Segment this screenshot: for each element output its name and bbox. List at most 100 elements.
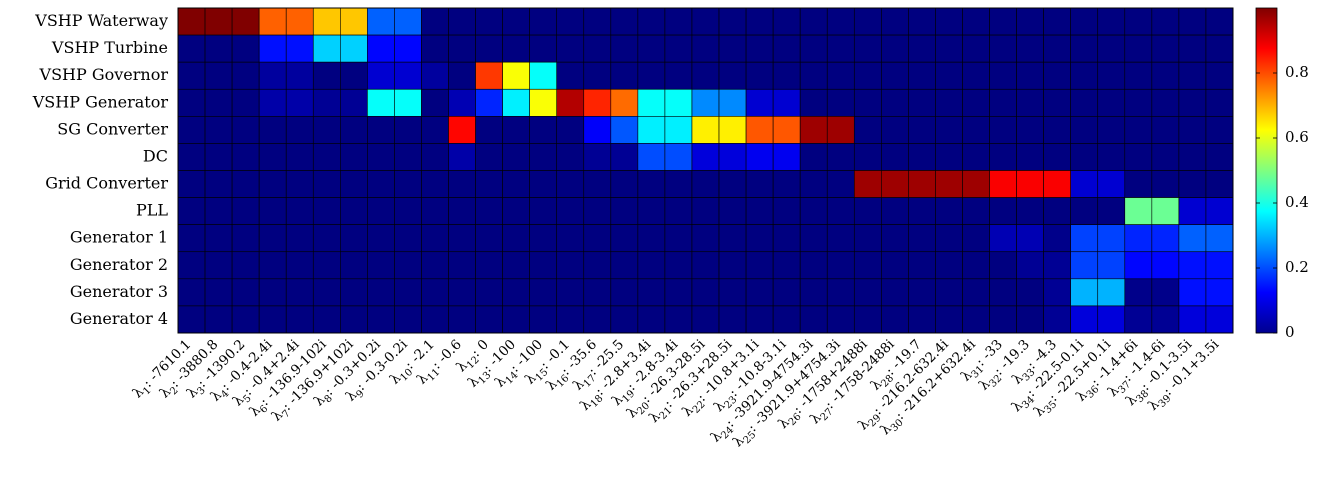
heatmap-cell [529, 88, 558, 117]
heatmap-cell [1016, 224, 1044, 253]
heatmap-cell [340, 251, 368, 280]
heatmap-cell [1124, 61, 1153, 90]
heatmap-cell [718, 278, 747, 307]
heatmap-cell [529, 224, 558, 253]
heatmap-cell [177, 278, 206, 307]
heatmap-cell [772, 278, 801, 307]
heatmap-cell [394, 251, 422, 280]
heatmap-cell [881, 34, 909, 63]
heatmap-cell [610, 61, 639, 90]
heatmap-cell [1016, 305, 1044, 334]
heatmap-cell [718, 88, 747, 117]
heatmap-cell [1151, 197, 1180, 225]
heatmap-cell [1124, 305, 1153, 334]
heatmap-cell [691, 251, 720, 280]
heatmap-cell [1151, 88, 1180, 117]
plot-frame [177, 7, 1234, 334]
heatmap-cell [1070, 88, 1099, 117]
heatmap-cell [1151, 170, 1180, 198]
colorbar-tick-label: 0.2 [1285, 258, 1309, 276]
heatmap-cell [881, 61, 909, 90]
heatmap-cell [556, 251, 585, 280]
heatmap-cell [448, 305, 476, 334]
heatmap-cell [475, 34, 503, 63]
heatmap-cell [1151, 7, 1180, 36]
heatmap-cell [502, 34, 530, 63]
heatmap-cell [231, 116, 260, 144]
heatmap-cell [908, 170, 936, 198]
heatmap-cell [745, 197, 774, 225]
heatmap-cell [745, 224, 774, 253]
colorbar-ticks: 0 0.2 0.4 0.6 0.8 [1256, 63, 1309, 341]
heatmap-cell [772, 197, 801, 225]
heatmap-cell [935, 224, 963, 253]
heatmap-cell [610, 143, 639, 171]
heatmap-cell [637, 251, 666, 280]
heatmap-cell [1205, 170, 1234, 198]
heatmap-cell [367, 305, 395, 334]
heatmap-cell [583, 61, 612, 90]
heatmap-cell [1178, 143, 1207, 171]
heatmap-cell [1070, 61, 1099, 90]
heatmap-cell [340, 7, 368, 36]
heatmap-cell [745, 88, 774, 117]
heatmap-cell [1151, 143, 1180, 171]
heatmap-cell [1205, 197, 1234, 225]
heatmap-cell [177, 61, 206, 90]
heatmap-cell [177, 170, 206, 198]
heatmap-cell [285, 143, 314, 171]
heatmap-cell [475, 224, 503, 253]
heatmap-cell [799, 170, 828, 198]
heatmap-cell [583, 88, 612, 117]
heatmap-cell [908, 305, 936, 334]
heatmap-cell [177, 251, 206, 280]
heatmap-cell [1043, 116, 1071, 144]
heatmap-cell [1016, 116, 1044, 144]
heatmap-cell [448, 197, 476, 225]
heatmap-cell [1124, 224, 1153, 253]
heatmap-cell [881, 116, 909, 144]
heatmap-cell [610, 88, 639, 117]
heatmap-cell [556, 61, 585, 90]
heatmap-cell [664, 116, 693, 144]
heatmap-cell [367, 116, 395, 144]
heatmap-cell [772, 61, 801, 90]
heatmap-cell [394, 61, 422, 90]
heatmap-cell [664, 170, 693, 198]
heatmap-cell [718, 305, 747, 334]
heatmap-cell [312, 305, 341, 334]
heatmap-cell [583, 34, 612, 63]
heatmap-cells [177, 7, 1234, 334]
heatmap-cell [853, 278, 882, 307]
heatmap-cell [1205, 34, 1234, 63]
heatmap-cell [745, 305, 774, 334]
heatmap-cell [1097, 305, 1126, 334]
heatmap-cell [394, 88, 422, 117]
heatmap-cell [610, 224, 639, 253]
heatmap-cell [556, 7, 585, 36]
heatmap-cell [1070, 197, 1099, 225]
heatmap-cell [1097, 61, 1126, 90]
heatmap-cell [529, 34, 558, 63]
heatmap-cell [610, 7, 639, 36]
heatmap-cell [637, 88, 666, 117]
heatmap-cell [1124, 197, 1153, 225]
heatmap-cell [1151, 61, 1180, 90]
heatmap-cell [962, 170, 990, 198]
heatmap-cell [204, 170, 233, 198]
heatmap-cell [664, 278, 693, 307]
heatmap-cell [989, 143, 1017, 171]
heatmap-cell [529, 116, 558, 144]
heatmap-cell [421, 197, 449, 225]
heatmap-cell [962, 143, 990, 171]
heatmap-cell [908, 197, 936, 225]
heatmap-cell [448, 170, 476, 198]
heatmap-cell [475, 88, 503, 117]
heatmap-cell [908, 88, 936, 117]
heatmap-cell [475, 143, 503, 171]
heatmap-cell [502, 88, 530, 117]
heatmap-cell [935, 116, 963, 144]
heatmap-cell [258, 170, 287, 198]
heatmap-cell [799, 278, 828, 307]
heatmap-cell [745, 34, 774, 63]
